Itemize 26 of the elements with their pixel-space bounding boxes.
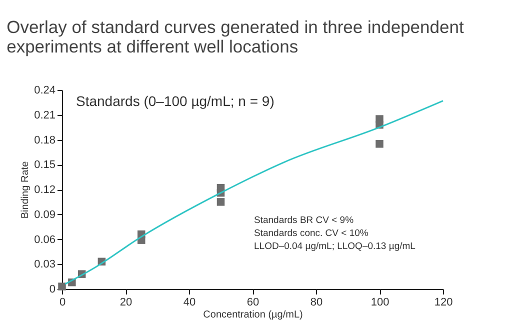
- y-tick-label: 0.15: [34, 159, 56, 172]
- x-axis-title: Concentration (µg/mL): [203, 310, 303, 320]
- y-axis-title: Binding Rate: [20, 160, 32, 219]
- annotation: Standards BR CV < 9%: [254, 215, 354, 226]
- x-tick-label: 20: [120, 296, 132, 308]
- point: [376, 140, 384, 148]
- y-tick-label: 0.06: [34, 234, 56, 246]
- y-tick-label: 0.24: [34, 84, 56, 96]
- text: Overlay of standard curves generated in three independent: [6, 17, 464, 37]
- annotation: Standards (0–100 µg/mL; n = 9): [76, 93, 274, 109]
- text: experiments at different well locations: [6, 36, 298, 56]
- annotation: LLOD–0.04 µg/mL; LLOQ–0.13 µg/mL: [254, 241, 416, 252]
- x-tick-label: 40: [183, 296, 196, 308]
- x-tick-label: 60: [246, 296, 260, 308]
- y-tick-label: 0.21: [34, 109, 56, 122]
- y-tick-label: 0.12: [34, 184, 56, 196]
- y-tick-label: 0.03: [34, 258, 56, 271]
- x-tick-label: 80: [310, 296, 323, 308]
- x-tick-label: 0: [59, 296, 66, 308]
- point: [216, 198, 225, 206]
- y-tick-label: 0: [49, 284, 56, 296]
- x-tick-label: 120: [434, 296, 453, 308]
- y-tick-label: 0.09: [34, 208, 56, 221]
- x-tick-label: 100: [370, 296, 390, 308]
- annotation: Standards conc. CV < 10%: [254, 228, 369, 239]
- y-tick-label: 0.18: [34, 134, 56, 146]
